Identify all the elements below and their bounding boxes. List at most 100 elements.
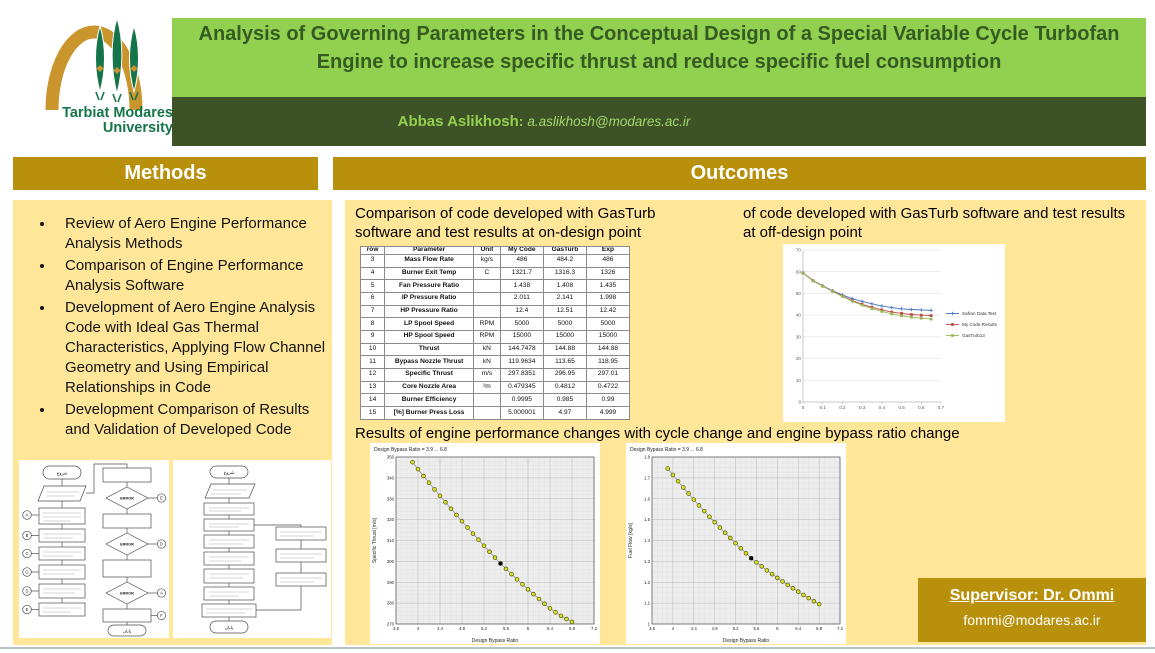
specific-thrust-chart-container: 3.6 4 4.4 4.8 5.2 5.6 6 6.4 6.8 7.2 270 280 290 300 31… [370,443,600,644]
table-cell: 15000 [585,330,631,344]
caption-on-design: Comparison of code developed with GasTur… [355,205,656,241]
method-bullet: Development of Aero Engine Analysis Code… [55,298,326,398]
supervisor-box: Supervisor: Dr. Ommi fommi@modares.ac.ir [918,578,1146,642]
svg-text:5.6: 5.6 [503,626,510,631]
error-diamond-label: ERROR [120,497,134,501]
table-cell: 1.998 [585,291,631,306]
table-cell: 118.95 [585,355,631,370]
svg-text:310: 310 [387,538,395,543]
table-cell: 296.95 [542,368,587,382]
svg-text:60: 60 [796,269,802,274]
table-cell [472,393,501,408]
outcomes-section-header: Outcomes [333,157,1146,190]
table-cell: 0.479345 [499,380,544,395]
table-cell: 1.438 [499,279,544,293]
table-cell: 4 [359,266,386,281]
table-cell: 1326 [585,266,631,281]
connector-letter: C [25,551,28,556]
flowchart-ondesign-code: شروع پایان [173,460,331,638]
table-cell: 5 [359,279,386,293]
table-cell: 3 [359,253,386,268]
flowchart-start-label: شروع [224,470,235,475]
connector-letter: B [26,533,29,538]
flowchart-start-label: شروع [57,471,68,476]
svg-text:4.4: 4.4 [437,626,444,631]
table-cell: 486 [585,253,631,268]
svg-text:290: 290 [387,580,395,585]
table-cell: 113.65 [542,355,587,370]
svg-text:5.6: 5.6 [753,626,760,631]
table-cell: m/s [472,368,501,382]
table-header-cell: GasTurb [542,246,587,255]
table-cell: Thrust [384,342,474,357]
title-banner: Analysis of Governing Parameters in the … [172,18,1146,97]
svg-text:My Code Results: My Code Results [962,322,998,327]
table-cell: 0.99 [585,393,631,408]
table-cell: Burner Efficiency [384,393,474,408]
table-cell: 12.51 [542,304,587,319]
table-row: 12 Specific Thrust m/s 297.8351 296.95 297.01 [359,368,631,382]
fuel-flow-chart: 3.6 4 4.4 4.8 5.2 5.6 6 6.4 6.8 7.2 1 1.1 1.2 1.3 1.4 1… [628,447,844,644]
comparison-table: row Parameter Unit My Code GasTurb Exp 3 Mass F… [359,246,631,420]
table-row: 11 Bypass Nozzle Thrust kN 119.9634 113.65 11… [359,355,631,370]
svg-text:4.8: 4.8 [712,626,719,631]
table-row: 5 Fan Pressure Ratio 1.438 1.408 1.435 [359,279,631,293]
svg-text:0: 0 [798,400,801,405]
supervisor-email: fommi@modares.ac.ir [963,612,1101,628]
table-cell: 144.7478 [499,342,544,357]
svg-text:Design Bypass Ratio: Design Bypass Ratio [472,638,519,644]
svg-text:Design Bypass Ratio: Design Bypass Ratio [723,638,770,644]
table-header-cell: My Code [499,246,544,255]
connector-letter: D [25,589,28,594]
table-cell: Fan Pressure Ratio [384,279,474,293]
table-cell: 9 [359,330,386,344]
method-bullet: Development Comparison of Results and Va… [55,400,326,440]
svg-text:40: 40 [796,313,802,318]
svg-text:6.4: 6.4 [795,626,802,631]
svg-text:1.1: 1.1 [644,601,651,606]
table-cell: 12 [359,368,386,382]
svg-text:0.6: 0.6 [918,405,925,410]
svg-text:1.8: 1.8 [644,455,651,460]
connector-letter: D [160,542,163,547]
author-name: Abbas Aslikhosh [397,112,519,130]
table-cell [472,279,501,293]
table-cell: 144.88 [585,342,631,357]
svg-text:1.7: 1.7 [644,475,651,480]
svg-text:340: 340 [387,475,395,480]
outcomes-panel: Comparison of code developed with GasTur… [345,200,1146,645]
table-cell: 5000 [585,317,631,332]
table-cell: 10 [359,342,386,357]
svg-text:GasTurb13: GasTurb13 [962,333,985,338]
table-cell: 11 [359,355,386,370]
table-cell: 12.42 [585,304,631,319]
svg-text:4.8: 4.8 [459,626,466,631]
table-cell: 13 [359,380,386,395]
svg-text:1.6: 1.6 [644,496,651,501]
svg-text:1.2: 1.2 [644,580,651,585]
table-cell [472,291,501,306]
caption-off-design: of code developed with GasTurb software … [743,205,1126,241]
table-header-cell: Parameter [384,246,474,255]
table-cell [472,406,501,420]
table-row: 3 Mass Flow Rate kg/s 486 484.2 486 [359,253,631,268]
svg-text:4.4: 4.4 [691,626,698,631]
table-row: 4 Burner Exit Temp C 1321.7 1316.3 1326 [359,266,631,281]
table-cell: 144.88 [542,342,587,357]
table-cell: 8 [359,317,386,332]
svg-text:0.3: 0.3 [859,405,866,410]
table-cell: RPM [472,330,501,344]
svg-text:1.5: 1.5 [644,517,651,522]
logo-arch [45,25,143,111]
logo-text-line1: Tarbiat Modares [62,105,173,121]
svg-text:Design Bypass Ratio = 3.9 ...: Design Bypass Ratio = 3.9 ... 6.8 [630,447,703,453]
table-row: 15 [%] Burner Press Loss 5.000001 4.97 4.999 [359,406,631,420]
table-cell: 1316.3 [542,266,587,281]
svg-text:5.2: 5.2 [481,626,488,631]
svg-text:4: 4 [417,626,420,631]
svg-text:7.2: 7.2 [591,626,598,631]
svg-text:5.2: 5.2 [733,626,740,631]
table-cell: ²m [472,380,501,395]
table-cell: 15000 [542,330,587,344]
